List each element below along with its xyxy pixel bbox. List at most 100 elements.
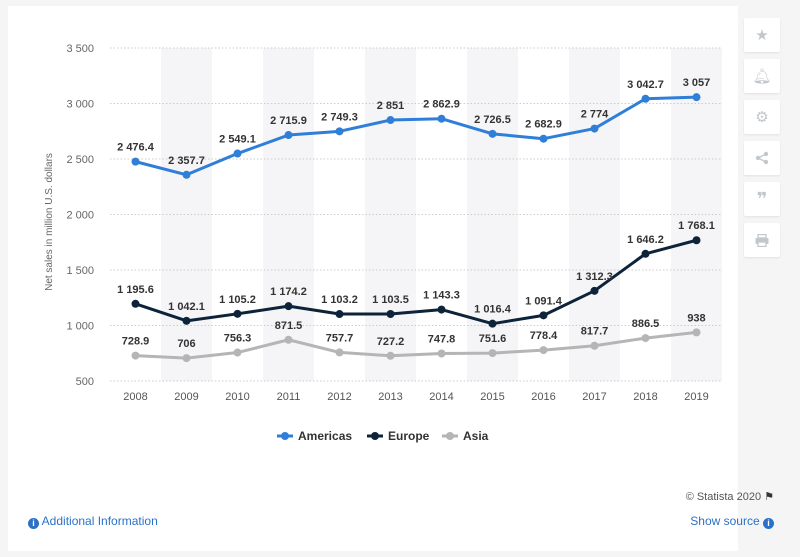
data-label: 3 057: [683, 77, 711, 89]
y-tick-label: 3 000: [66, 99, 94, 111]
data-label: 778.4: [530, 330, 558, 342]
x-tick-label: 2017: [582, 391, 606, 403]
series-line: [135, 95, 697, 177]
data-point[interactable]: [590, 341, 599, 350]
data-point[interactable]: [590, 124, 599, 133]
year-band: [161, 48, 212, 381]
data-label: 1 016.4: [474, 304, 512, 316]
side-toolbar: ★ 🔔︎ ⚙ ❞: [744, 18, 782, 264]
data-labels: 2 476.4 2 357.7 2 549.1 2 715.9 2 749.3 2 851…: [117, 77, 715, 350]
data-point[interactable]: [488, 349, 497, 358]
data-label: 817.7: [581, 326, 609, 338]
y-axis-ticks: 500 1 000 1 500 2 000 2 500 3 000 3 500: [66, 43, 94, 388]
credit-text: © Statista 2020: [685, 491, 762, 503]
data-point[interactable]: [386, 116, 395, 125]
data-point[interactable]: [131, 157, 140, 166]
legend-marker: [446, 432, 454, 440]
gear-icon[interactable]: ⚙: [744, 100, 780, 134]
data-label: 1 768.1: [678, 220, 715, 232]
legend-marker: [281, 432, 289, 440]
data-point[interactable]: [641, 249, 650, 258]
data-point[interactable]: [590, 286, 599, 295]
data-point[interactable]: [182, 316, 191, 325]
data-point[interactable]: [284, 335, 293, 344]
bell-icon[interactable]: 🔔︎: [744, 59, 780, 93]
data-point[interactable]: [131, 299, 140, 308]
data-point[interactable]: [335, 310, 344, 319]
data-point[interactable]: [386, 310, 395, 319]
x-tick-label: 2012: [327, 391, 351, 403]
x-tick-label: 2018: [633, 391, 657, 403]
data-point[interactable]: [437, 349, 446, 358]
data-label: 1 103.2: [321, 294, 358, 306]
quote-icon[interactable]: ❞: [744, 182, 780, 216]
legend-item[interactable]: Asia: [463, 429, 489, 443]
show-source-label: Show source: [690, 514, 760, 528]
additional-information-label: Additional Information: [41, 514, 158, 528]
data-point[interactable]: [284, 131, 293, 140]
series-line: [135, 330, 697, 360]
data-label: 1 103.5: [372, 294, 409, 306]
x-tick-label: 2014: [429, 391, 453, 403]
series-line: [135, 238, 697, 326]
data-point[interactable]: [233, 149, 242, 158]
y-tick-label: 1 500: [66, 265, 94, 277]
legend-marker: [371, 432, 379, 440]
data-label: 2 726.5: [474, 114, 511, 126]
data-point[interactable]: [284, 302, 293, 311]
legend[interactable]: Americas Europe Asia: [277, 429, 489, 443]
data-point[interactable]: [437, 114, 446, 123]
x-tick-label: 2009: [174, 391, 198, 403]
x-tick-label: 2015: [480, 391, 504, 403]
data-label: 706: [177, 338, 195, 350]
y-tick-label: 3 500: [66, 43, 94, 55]
data-label: 2 682.9: [525, 119, 562, 131]
x-tick-label: 2008: [123, 391, 147, 403]
data-point[interactable]: [386, 351, 395, 360]
data-label: 871.5: [275, 320, 303, 332]
data-point[interactable]: [641, 94, 650, 103]
data-point[interactable]: [539, 346, 548, 355]
data-label: 757.7: [326, 332, 354, 344]
data-point[interactable]: [182, 170, 191, 179]
data-point[interactable]: [182, 354, 191, 363]
data-point[interactable]: [641, 334, 650, 343]
additional-information-link[interactable]: i Additional Information: [28, 514, 158, 529]
data-point[interactable]: [488, 319, 497, 328]
data-point[interactable]: [692, 236, 701, 245]
data-point[interactable]: [437, 305, 446, 314]
data-point[interactable]: [539, 311, 548, 320]
legend-item[interactable]: Europe: [388, 429, 430, 443]
data-point[interactable]: [335, 348, 344, 357]
statista-credit[interactable]: © Statista 2020 ⚑: [686, 490, 774, 503]
data-label: 1 143.3: [423, 290, 460, 302]
print-icon[interactable]: [744, 223, 780, 257]
data-point[interactable]: [233, 348, 242, 357]
legend-item[interactable]: Americas: [298, 429, 352, 443]
data-point[interactable]: [692, 93, 701, 102]
data-point[interactable]: [131, 351, 140, 360]
data-point[interactable]: [233, 309, 242, 318]
data-point[interactable]: [692, 328, 701, 337]
y-tick-label: 1 000: [66, 321, 94, 333]
data-point[interactable]: [488, 129, 497, 138]
star-icon[interactable]: ★: [744, 18, 780, 52]
data-label: 1 312.3: [576, 271, 613, 283]
y-tick-label: 500: [76, 376, 94, 388]
data-label: 751.6: [479, 333, 507, 345]
data-label: 2 476.4: [117, 142, 155, 154]
y-tick-label: 2 000: [66, 210, 94, 222]
flag-icon: ⚑: [764, 490, 774, 503]
data-label: 1 195.6: [117, 284, 154, 296]
data-point[interactable]: [335, 127, 344, 136]
show-source-link[interactable]: Show source i: [690, 514, 774, 529]
x-tick-label: 2013: [378, 391, 402, 403]
data-label: 756.3: [224, 333, 252, 345]
data-label: 2 357.7: [168, 155, 205, 167]
data-point[interactable]: [539, 134, 548, 143]
data-label: 1 174.2: [270, 286, 307, 298]
share-icon[interactable]: [744, 141, 780, 175]
data-label: 1 646.2: [627, 234, 664, 246]
y-tick-label: 2 500: [66, 154, 94, 166]
